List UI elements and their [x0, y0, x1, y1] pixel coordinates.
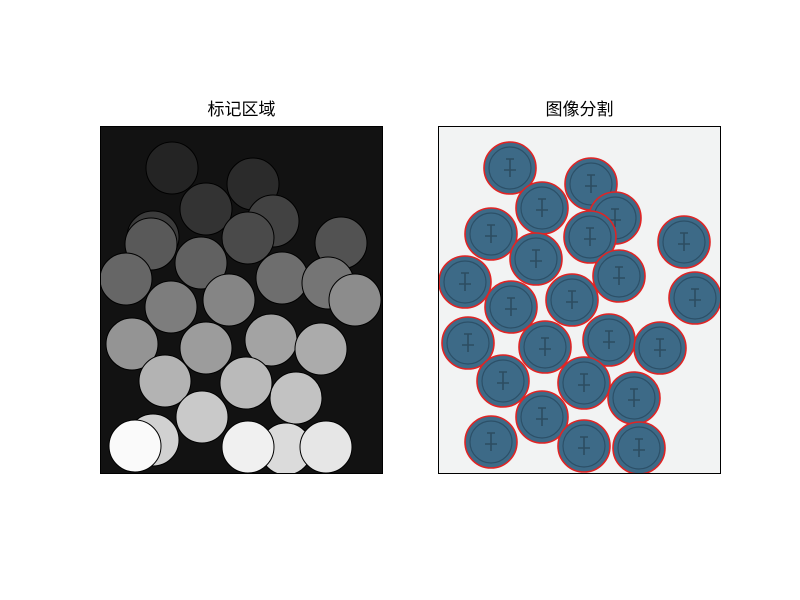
coin — [557, 419, 611, 473]
labeled-region — [105, 317, 159, 371]
marked-regions-frame — [100, 126, 383, 474]
coin — [476, 354, 530, 408]
labeled-region — [138, 354, 192, 408]
image-segmentation-title: 图像分割 — [545, 100, 614, 120]
coin — [483, 141, 537, 195]
coin — [515, 181, 569, 235]
coin — [657, 215, 711, 269]
segmented-image-frame — [438, 126, 721, 474]
labeled-region — [145, 141, 199, 195]
labeled-region — [219, 356, 273, 410]
labeled-region — [179, 321, 233, 375]
labeled-region — [221, 211, 275, 265]
segmented-image — [438, 126, 721, 474]
labeled-region — [175, 390, 229, 444]
coin — [592, 249, 646, 303]
labeled-region — [108, 419, 162, 473]
coin — [515, 390, 569, 444]
coin — [668, 271, 721, 325]
coin — [518, 320, 572, 374]
coin — [441, 316, 495, 370]
labeled-region — [255, 251, 309, 305]
labeled-region — [221, 420, 275, 474]
labeled-region — [179, 182, 233, 236]
coin — [438, 255, 492, 309]
coin-group — [438, 141, 721, 474]
coin — [563, 210, 617, 264]
coin — [464, 207, 518, 261]
labeled-region — [269, 371, 323, 425]
labeled-region — [294, 322, 348, 376]
coin — [607, 371, 661, 425]
coin — [545, 273, 599, 327]
marked-regions-image — [100, 126, 383, 474]
coin — [509, 232, 563, 286]
labeled-region — [174, 236, 228, 290]
coin — [612, 421, 666, 474]
region-group — [100, 141, 382, 474]
labeled-region — [100, 252, 153, 306]
labeled-region — [299, 420, 353, 474]
coin — [557, 356, 611, 410]
labeled-region — [144, 280, 198, 334]
labeled-region — [328, 273, 382, 327]
marked-regions-title: 标记区域 — [207, 100, 276, 120]
labeled-region — [202, 273, 256, 327]
coin — [464, 415, 518, 469]
coin — [633, 321, 687, 375]
coin — [484, 280, 538, 334]
